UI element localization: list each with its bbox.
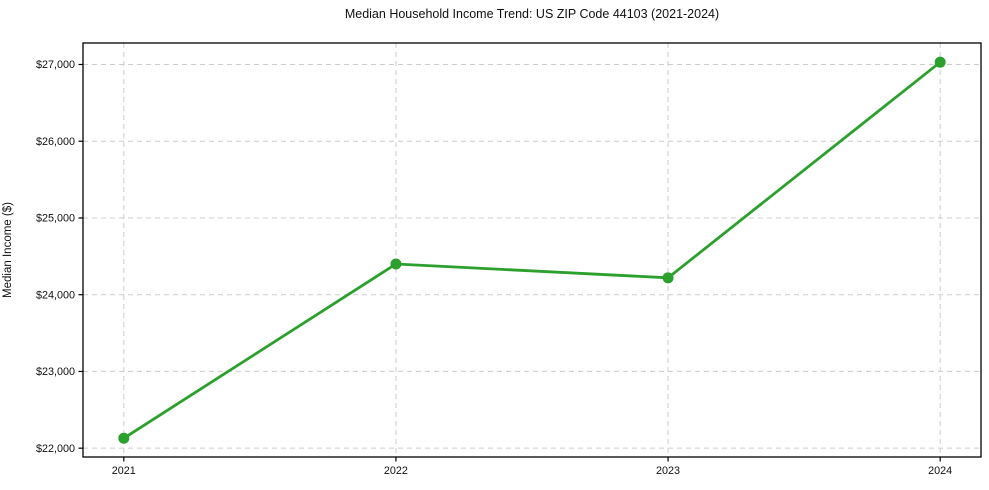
data-point (934, 56, 946, 68)
x-tick-label: 2024 (928, 465, 952, 477)
data-point (662, 272, 674, 284)
x-tick-label: 2022 (384, 465, 408, 477)
x-tick-label: 2021 (112, 465, 136, 477)
data-line (122, 60, 942, 440)
data-point (390, 258, 402, 270)
y-tick-label: $22,000 (36, 443, 75, 455)
data-point (118, 432, 130, 444)
x-tick-label: 2023 (656, 465, 680, 477)
y-tick-label: $23,000 (36, 366, 75, 378)
chart-title: Median Household Income Trend: US ZIP Co… (344, 7, 720, 21)
plot-spines (82, 42, 982, 458)
y-tick-label: $24,000 (36, 289, 75, 301)
y-tick-label: $27,000 (36, 59, 75, 71)
y-tick-label: $25,000 (36, 213, 75, 225)
y-tick-label: $26,000 (36, 136, 75, 148)
